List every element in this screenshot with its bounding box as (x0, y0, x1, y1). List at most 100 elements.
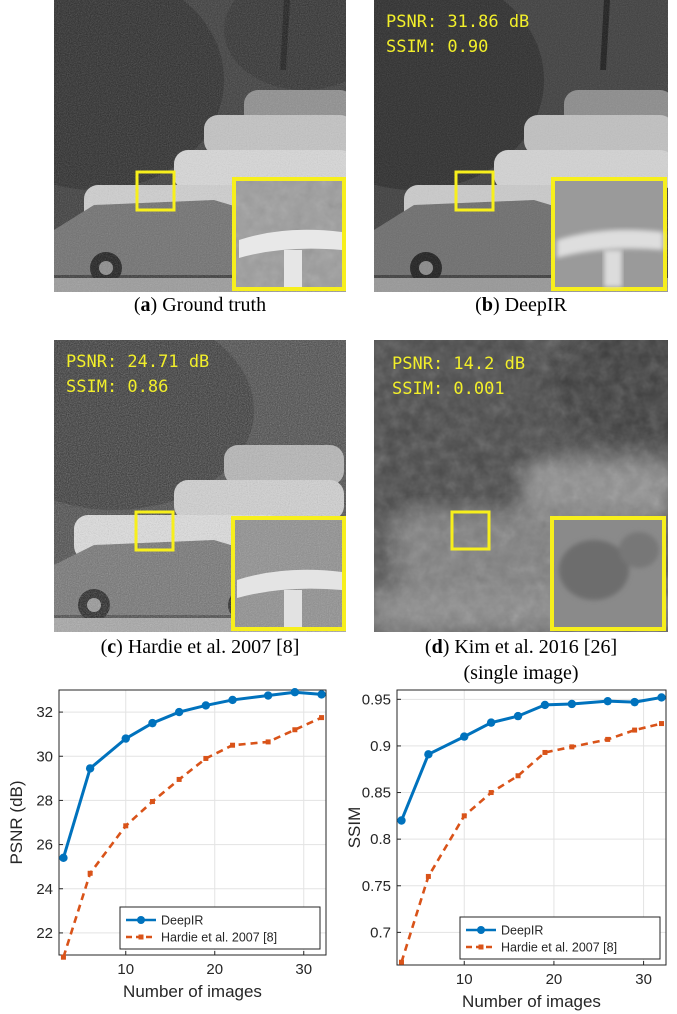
data-point-deepir (121, 734, 130, 743)
data-point-deepir (486, 718, 496, 727)
y-tick-label: 0.75 (362, 878, 391, 895)
legend-label: Hardie et al. 2007 [8] (501, 941, 617, 955)
legend-marker (138, 934, 144, 940)
data-point-hardie (488, 790, 494, 796)
zoom-box (454, 170, 495, 212)
legend-box (459, 916, 661, 960)
data-point-hardie (461, 813, 467, 819)
data-point-hardie (425, 873, 431, 879)
data-point-deepir (424, 750, 433, 759)
data-point-deepir (290, 688, 300, 697)
panel-d-image: PSNR: 14.2 dB SSIM: 0.001 (374, 340, 668, 632)
legend-marker (478, 944, 484, 950)
axes-frame (58, 689, 327, 956)
caption-d: (d) Kim et al. 2016 [26] (424, 636, 618, 658)
data-point-hardie (319, 715, 325, 721)
y-tick-label: 26 (36, 837, 53, 854)
zoom-box (134, 510, 175, 552)
data-point-deepir (201, 701, 211, 710)
psnr-label: PSNR: 14.2 dB (392, 354, 526, 374)
data-point-deepir (228, 695, 237, 705)
data-point-hardie (542, 749, 548, 755)
x-tick-label: 10 (456, 971, 473, 988)
data-point-deepir (174, 707, 184, 717)
psnr-chart: 10 20 30 22 24 26 28 30 32 Number of images PSNR (… (7, 688, 327, 1001)
x-tick-label: 20 (206, 961, 223, 978)
data-point-deepir (513, 711, 523, 721)
caption-a: (a) Ground truth (133, 294, 267, 316)
data-point-hardie (605, 736, 611, 742)
data-point-hardie (176, 776, 182, 782)
caption-letter: c (107, 636, 117, 658)
y-axis-label: PSNR (dB) (7, 780, 26, 864)
y-axis-label: SSIM (345, 807, 364, 849)
legend-marker (477, 926, 485, 934)
data-point-hardie (230, 742, 236, 748)
caption-text: Kim et al. 2016 [26] (454, 636, 618, 658)
data-point-hardie (515, 773, 521, 779)
caption-letter: a (140, 294, 151, 316)
data-point-hardie (265, 739, 271, 745)
legend-box (119, 906, 321, 950)
y-tick-label: 0.85 (362, 785, 391, 802)
data-point-deepir (657, 693, 666, 702)
y-tick-label: 24 (36, 881, 53, 898)
legend-marker (137, 916, 145, 924)
psnr-label: PSNR: 31.86 dB (386, 12, 530, 32)
data-point-hardie (659, 721, 665, 727)
x-tick-label: 30 (635, 971, 652, 988)
series-line-deepir (400, 695, 662, 822)
caption-d-line2: (single image) (463, 662, 579, 684)
caption-c: (c) Hardie et al. 2007 [8] (100, 636, 300, 658)
data-point-hardie (123, 823, 129, 829)
x-tick-label: 20 (546, 971, 563, 988)
ssim-label: SSIM: 0.001 (392, 379, 505, 399)
data-point-hardie (149, 799, 155, 805)
caption-text: Hardie et al. 2007 [8] (127, 636, 300, 658)
data-point-deepir (263, 691, 273, 700)
data-point-deepir (603, 696, 612, 706)
y-tick-label: 22 (36, 925, 53, 942)
data-point-deepir (567, 699, 577, 709)
data-point-hardie (398, 959, 404, 965)
ssim-label: SSIM: 0.86 (66, 377, 169, 397)
data-point-deepir (460, 732, 469, 741)
x-axis-label: Number of images (123, 982, 262, 1001)
psnr-label: PSNR: 24.71 dB (66, 352, 210, 372)
ssim-chart: 10 20 30 0.7 0.75 0.8 0.85 0.9 0.95 Number of ima… (345, 689, 667, 1011)
x-tick-label: 10 (117, 961, 134, 978)
data-point-deepir (630, 697, 639, 707)
data-point-hardie (292, 727, 298, 733)
data-point-hardie (203, 755, 209, 761)
y-tick-label: 0.9 (370, 738, 391, 755)
data-point-deepir (317, 690, 326, 699)
panel-b-image: PSNR: 31.86 dB SSIM: 0.90 (374, 0, 668, 292)
caption-b: (b) DeepIR (475, 294, 567, 316)
panel-a-image (54, 0, 346, 292)
data-point-deepir (540, 700, 550, 710)
x-tick-label: 30 (295, 961, 312, 978)
data-point-hardie (87, 870, 93, 876)
y-tick-label: 0.8 (370, 831, 391, 848)
axes-frame (396, 689, 667, 966)
caption-letter: d (431, 636, 443, 658)
data-point-hardie (60, 954, 66, 960)
y-tick-label: 28 (36, 792, 53, 809)
panel-c-image: PSNR: 24.71 dB SSIM: 0.86 (54, 340, 346, 632)
data-point-deepir (397, 816, 406, 825)
data-point-deepir (85, 764, 95, 773)
y-tick-label: 30 (36, 748, 53, 765)
data-point-deepir (59, 853, 68, 863)
series-line-hardie (400, 722, 662, 963)
legend-label: DeepIR (501, 924, 543, 938)
data-point-hardie (569, 744, 575, 750)
series-line-deepir (62, 690, 322, 859)
data-point-deepir (148, 718, 157, 728)
zoom-box (450, 510, 491, 551)
zoom-box (135, 170, 176, 212)
caption-text: Ground truth (162, 294, 267, 316)
caption-text: DeepIR (504, 294, 567, 316)
caption-letter: b (481, 294, 493, 316)
y-tick-label: 32 (36, 704, 53, 721)
x-axis-label: Number of images (462, 992, 601, 1011)
